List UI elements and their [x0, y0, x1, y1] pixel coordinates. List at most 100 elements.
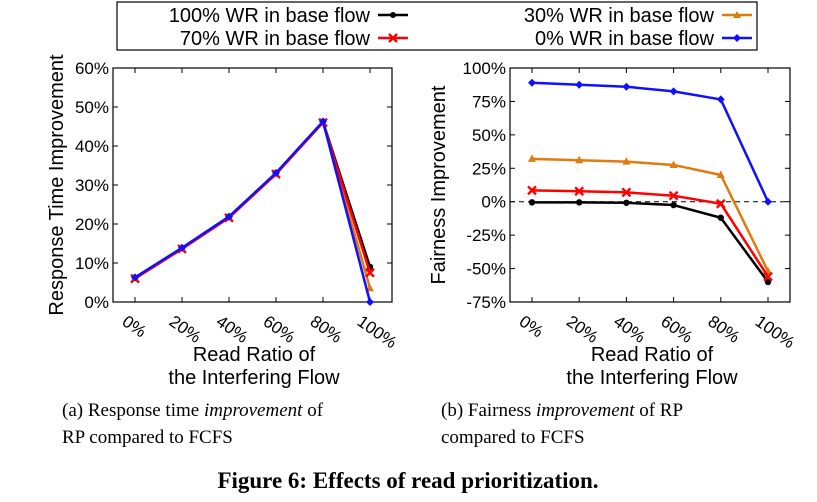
x-tick-label: 100%	[354, 312, 401, 353]
data-point	[528, 199, 536, 206]
series-diamond	[528, 78, 772, 206]
y-tick-label: 0%	[84, 293, 109, 312]
data-point	[669, 87, 678, 96]
data-point	[621, 187, 632, 198]
y-tick-label: 60%	[75, 59, 109, 78]
y-axis-ticks: 0% 10% 20% 30% 40% 50% 60%	[75, 59, 392, 312]
series-circle	[528, 199, 772, 286]
x-tick-label: 100%	[752, 312, 799, 353]
data-point	[622, 82, 631, 91]
legend-marker-circle	[390, 12, 396, 18]
y-tick-label: 10%	[75, 254, 109, 273]
data-point	[716, 170, 725, 178]
legend-entry-4: 0% WR in base flow	[535, 28, 752, 50]
x-axis-ticks: 0% 20% 40% 60% 80% 100%	[516, 68, 799, 353]
data-point	[528, 154, 536, 162]
y-tick-label: -75%	[466, 293, 506, 312]
data-point	[764, 278, 772, 286]
data-point	[527, 185, 537, 196]
legend-entry-3: 70% WR in base flow	[180, 28, 408, 50]
y-tick-label: 20%	[75, 215, 109, 234]
y-tick-label: -25%	[466, 226, 506, 245]
x-tick-label: 80%	[705, 312, 744, 347]
x-tick-label: 60%	[657, 312, 696, 347]
data-point	[715, 198, 726, 209]
series-group	[527, 78, 773, 286]
legend-label: 0% WR in base flow	[535, 28, 715, 50]
series-line	[531, 157, 770, 272]
legend-label: 100% WR in base flow	[169, 5, 371, 27]
plot-frame	[509, 67, 791, 303]
x-axis-title-line1: Read Ratio of	[193, 344, 316, 366]
x-tick-label: 0%	[119, 312, 150, 342]
legend-marker-triangle	[733, 11, 741, 18]
subcaption-b-line2: compared to FCFS	[441, 427, 585, 448]
series-group	[130, 117, 375, 306]
x-tick-label: 0%	[516, 312, 547, 342]
data-point	[528, 78, 536, 87]
data-point	[669, 160, 678, 168]
data-point	[764, 197, 772, 206]
legend-entry-2: 30% WR in base flow	[524, 5, 752, 27]
x-tick-label: 40%	[213, 312, 252, 347]
subcaption-b-line1: (b) Fairness improvement of RP	[441, 400, 683, 421]
y-axis-ticks: -75% -50% -25% 0% 25% 50% 75% 100%	[463, 59, 790, 312]
series-x	[527, 185, 773, 282]
data-point	[576, 199, 583, 206]
data-point	[178, 243, 186, 252]
y-tick-label: 40%	[75, 137, 109, 156]
series-line	[134, 120, 372, 303]
x-tick-label: 80%	[307, 312, 346, 347]
x-tick-label: 20%	[563, 312, 602, 347]
y-tick-label: 75%	[472, 92, 506, 111]
series-diamond	[131, 117, 374, 306]
data-point	[668, 190, 679, 201]
data-point	[717, 214, 724, 221]
x-axis-ticks: 0% 20% 40% 60% 80% 100%	[119, 68, 401, 353]
y-tick-label: -50%	[466, 260, 506, 279]
subcaption-a-line2: RP compared to FCFS	[62, 427, 233, 448]
x-tick-label: 60%	[260, 312, 299, 347]
series-line	[134, 120, 372, 289]
data-point	[763, 271, 773, 282]
x-axis-title-line1: Read Ratio of	[591, 344, 714, 366]
y-axis-title: Fairness Improvement	[428, 85, 450, 284]
y-axis-title: Response Time Improvement	[46, 54, 68, 316]
x-axis-title-line2: the Interfering Flow	[566, 367, 738, 389]
x-tick-label: 20%	[166, 312, 205, 347]
y-tick-label: 30%	[75, 176, 109, 195]
data-point	[575, 80, 584, 89]
subcaption-a-line1: (a) Response time improvement of	[62, 400, 324, 421]
chart-response-time: 0%10%20%30%40%50%60% 0% 20% 40% 60% 80% 100% …	[46, 54, 400, 389]
legend: 100% WR in base flow 30% WR in base flow…	[116, 1, 758, 51]
y-tick-label: 100%	[463, 59, 506, 78]
legend-box	[116, 1, 758, 51]
data-point	[670, 201, 677, 209]
series-triangle	[528, 154, 772, 275]
data-point	[365, 267, 375, 278]
x-axis-title-line2: the Interfering Flow	[168, 367, 340, 389]
y-tick-label: 0%	[481, 193, 506, 212]
legend-entry-1: 100% WR in base flow	[169, 5, 408, 27]
data-point	[366, 298, 374, 306]
data-point	[225, 212, 233, 221]
figure-caption: Figure 6: Effects of read prioritization…	[217, 468, 598, 493]
data-point	[575, 155, 584, 164]
data-point	[622, 157, 631, 165]
subcaption-b: (b) Fairness improvement of RP compared …	[441, 400, 683, 448]
series-line	[532, 201, 770, 283]
legend-label: 30% WR in base flow	[524, 5, 715, 27]
data-point	[716, 95, 725, 104]
data-point	[131, 273, 139, 282]
chart-fairness: -75% -50% -25% 0% 25% 50% 75% 100% 0% 20% 40% 60% 8…	[428, 59, 798, 389]
y-tick-label: 25%	[472, 159, 506, 178]
legend-marker-x	[388, 33, 398, 43]
series-triangle	[131, 117, 374, 292]
subcaption-a: (a) Response time improvement of RP comp…	[62, 400, 324, 448]
legend-marker-diamond	[733, 34, 741, 42]
x-tick-label: 40%	[610, 312, 649, 347]
data-point	[319, 117, 327, 126]
y-tick-label: 50%	[472, 126, 506, 145]
legend-label: 70% WR in base flow	[180, 28, 371, 50]
series-line	[531, 189, 770, 278]
